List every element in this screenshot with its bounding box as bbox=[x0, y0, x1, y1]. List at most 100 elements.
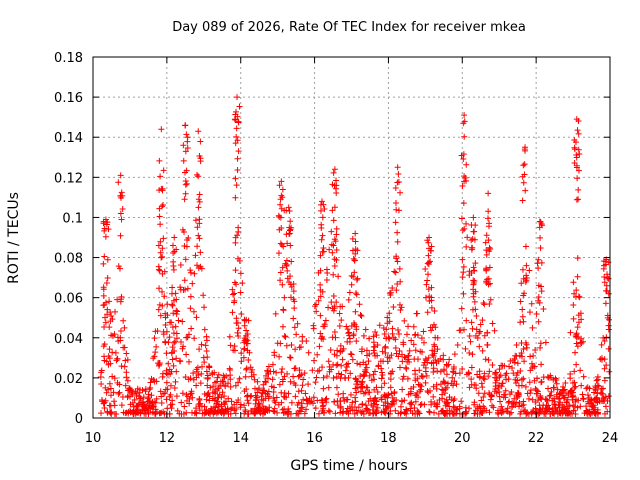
roti-point bbox=[101, 225, 108, 232]
roti-point bbox=[496, 366, 503, 373]
roti-point bbox=[451, 378, 458, 385]
roti-point bbox=[405, 356, 412, 363]
roti-point bbox=[148, 375, 155, 382]
roti-point bbox=[418, 383, 425, 390]
roti-point bbox=[185, 331, 192, 338]
roti-point bbox=[349, 235, 356, 242]
roti-point bbox=[231, 116, 238, 123]
roti-point bbox=[191, 335, 198, 342]
roti-point bbox=[162, 322, 169, 329]
roti-point bbox=[193, 382, 200, 389]
roti-point bbox=[323, 277, 330, 284]
roti-point bbox=[241, 337, 248, 344]
roti-point bbox=[328, 241, 335, 248]
roti-point bbox=[569, 397, 576, 404]
roti-point bbox=[317, 312, 324, 319]
plot-frame bbox=[92, 56, 611, 419]
roti-point bbox=[601, 337, 608, 344]
roti-point bbox=[575, 130, 582, 137]
roti-point bbox=[194, 224, 201, 231]
roti-point bbox=[303, 337, 310, 344]
roti-point bbox=[137, 410, 144, 417]
roti-point bbox=[482, 356, 489, 363]
x-tick-label: 24 bbox=[602, 431, 619, 446]
roti-point bbox=[458, 152, 465, 159]
roti-point bbox=[412, 392, 419, 399]
roti-point bbox=[281, 294, 288, 301]
roti-point bbox=[530, 352, 537, 359]
roti-point bbox=[143, 405, 150, 412]
roti-point bbox=[331, 263, 338, 270]
roti-point bbox=[226, 333, 233, 340]
roti-point bbox=[227, 342, 234, 349]
roti-point bbox=[412, 410, 419, 417]
roti-point bbox=[291, 324, 298, 331]
roti-point bbox=[296, 407, 303, 414]
roti-point bbox=[591, 408, 598, 415]
roti-point bbox=[171, 234, 178, 241]
roti-point bbox=[423, 281, 430, 288]
roti-point bbox=[478, 397, 485, 404]
roti-point bbox=[518, 382, 525, 389]
roti-point bbox=[104, 219, 111, 226]
roti-point bbox=[420, 328, 427, 335]
roti-point bbox=[320, 409, 327, 416]
roti-point bbox=[572, 349, 579, 356]
roti-point bbox=[119, 394, 126, 401]
roti-point bbox=[234, 155, 241, 162]
roti-point bbox=[365, 358, 372, 365]
roti-point bbox=[574, 273, 581, 280]
roti-point bbox=[146, 386, 153, 393]
roti-point bbox=[117, 334, 124, 341]
roti-point bbox=[112, 349, 119, 356]
roti-point bbox=[344, 338, 351, 345]
roti-point bbox=[116, 389, 123, 396]
roti-point bbox=[310, 394, 317, 401]
roti-point bbox=[400, 341, 407, 348]
roti-point bbox=[123, 350, 130, 357]
roti-point bbox=[242, 336, 249, 343]
roti-point bbox=[412, 347, 419, 354]
roti-point bbox=[317, 207, 324, 214]
roti-point bbox=[422, 266, 429, 273]
roti-point bbox=[487, 280, 494, 287]
roti-point bbox=[520, 179, 527, 186]
roti-point bbox=[319, 397, 326, 404]
roti-point bbox=[331, 303, 338, 310]
roti-point bbox=[290, 315, 297, 322]
roti-point bbox=[350, 255, 357, 262]
roti-point bbox=[181, 277, 188, 284]
roti-point bbox=[563, 399, 570, 406]
roti-point bbox=[361, 372, 368, 379]
roti-point bbox=[181, 403, 188, 410]
roti-point bbox=[271, 352, 278, 359]
roti-point bbox=[279, 376, 286, 383]
roti-point bbox=[147, 384, 154, 391]
roti-point bbox=[388, 401, 395, 408]
roti-point bbox=[561, 395, 568, 402]
roti-point bbox=[183, 351, 190, 358]
roti-point bbox=[513, 379, 520, 386]
roti-point bbox=[405, 323, 412, 330]
roti-point bbox=[357, 408, 364, 415]
roti-point bbox=[108, 313, 115, 320]
roti-point bbox=[353, 276, 360, 283]
roti-point bbox=[237, 401, 244, 408]
roti-point bbox=[189, 394, 196, 401]
roti-point bbox=[576, 294, 583, 301]
roti-point bbox=[204, 372, 211, 379]
roti-point bbox=[346, 335, 353, 342]
roti-point bbox=[364, 406, 371, 413]
roti-point bbox=[325, 407, 332, 414]
roti-point bbox=[439, 391, 446, 398]
roti-point bbox=[468, 244, 475, 251]
roti-point bbox=[295, 388, 302, 395]
roti-point bbox=[305, 397, 312, 404]
roti-point bbox=[505, 376, 512, 383]
roti-point bbox=[579, 391, 586, 398]
roti-point bbox=[594, 390, 601, 397]
roti-point bbox=[296, 367, 303, 374]
roti-point bbox=[389, 401, 396, 408]
roti-point bbox=[512, 376, 519, 383]
roti-point bbox=[118, 363, 125, 370]
